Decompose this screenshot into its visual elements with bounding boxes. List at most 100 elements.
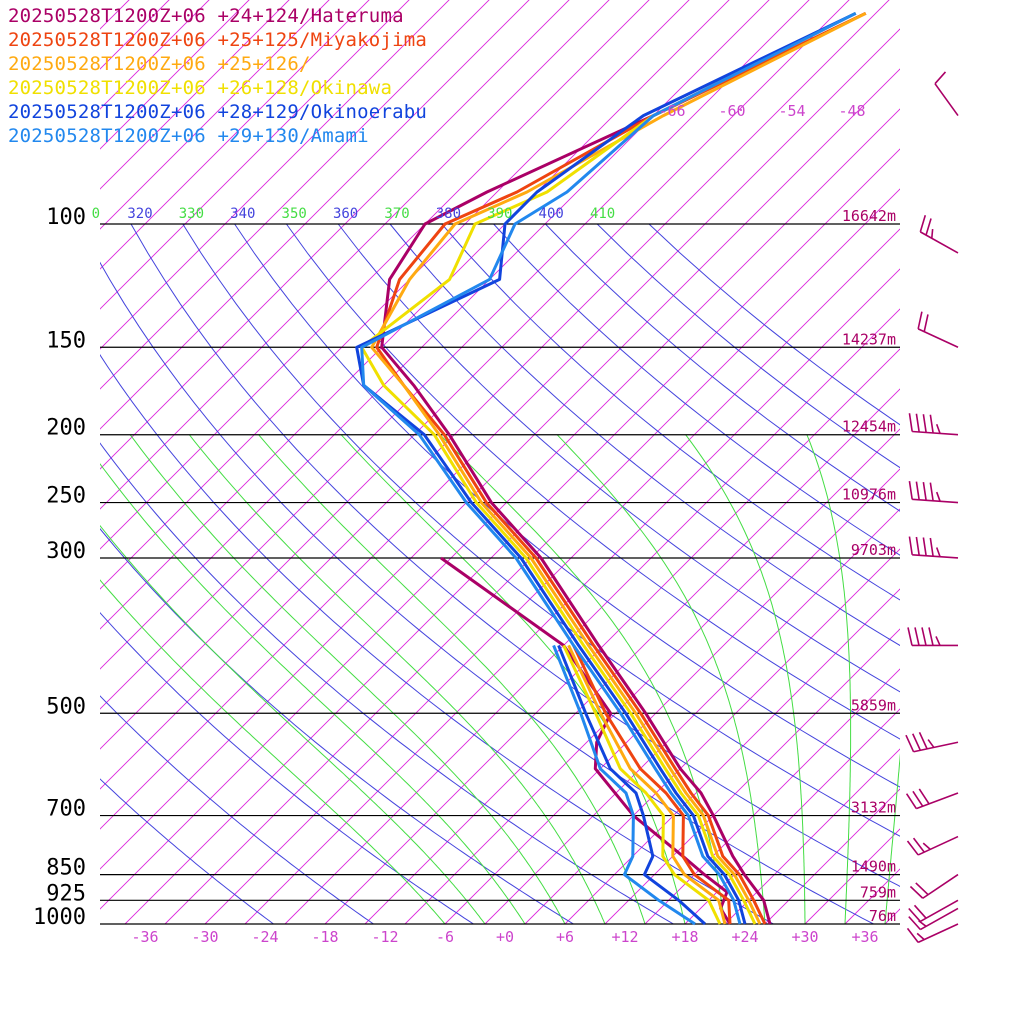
isotherm bbox=[684, 708, 900, 924]
moist-adiabat bbox=[556, 434, 766, 924]
height-label: 3132m bbox=[851, 799, 896, 817]
legend: 20250528T1200Z+06 +24+124/Hateruma 20250… bbox=[8, 4, 427, 148]
wind-barb-flag bbox=[922, 481, 927, 501]
dry-adiabat bbox=[545, 223, 900, 512]
dry-adiabat bbox=[100, 778, 274, 924]
wind-barb-flag bbox=[914, 627, 920, 646]
wind-barbs bbox=[905, 71, 959, 944]
isotherm bbox=[100, 0, 890, 790]
isotherm bbox=[764, 788, 900, 924]
theta-label: 400 bbox=[539, 206, 564, 222]
isotherm bbox=[804, 828, 900, 924]
wind-barb-flag bbox=[922, 414, 927, 433]
temperature-tick-label: +24 bbox=[731, 928, 758, 946]
temperature-tick-label: -36 bbox=[131, 928, 158, 946]
wind-barb-staff bbox=[919, 899, 959, 923]
height-label: 5859m bbox=[851, 696, 896, 714]
wind-barb-flag bbox=[917, 311, 923, 330]
wind-barb-flag bbox=[935, 547, 941, 558]
temperature-tick-label: -18 bbox=[311, 928, 338, 946]
temperature-tick-label: -30 bbox=[191, 928, 218, 946]
isotherm bbox=[724, 748, 900, 924]
isotherm bbox=[100, 28, 900, 830]
isotherm bbox=[100, 0, 810, 710]
wind-barb-staff bbox=[919, 231, 959, 254]
wind-barb-staff bbox=[917, 328, 959, 348]
pressure-label: 850 bbox=[46, 856, 86, 881]
wind-barb-flag bbox=[905, 793, 917, 810]
isotherm bbox=[124, 148, 900, 924]
dewpoint-profile bbox=[572, 644, 732, 925]
pressure-label: 200 bbox=[46, 416, 86, 441]
height-label: 16642m bbox=[842, 207, 896, 225]
temperature-profile bbox=[375, 11, 867, 925]
height-label: 9703m bbox=[851, 541, 896, 559]
pressure-label: 300 bbox=[46, 539, 86, 564]
isotherm bbox=[100, 0, 530, 430]
dewpoint-profile bbox=[567, 644, 727, 925]
temperature-tick-label: -12 bbox=[371, 928, 398, 946]
isotherm bbox=[100, 0, 650, 550]
legend-entry-hateruma: 20250528T1200Z+06 +24+124/Hateruma bbox=[8, 5, 404, 27]
wind-barb-flag bbox=[935, 636, 941, 646]
height-label: 1490m bbox=[851, 858, 896, 876]
temperature-tick-label: +6 bbox=[556, 928, 574, 946]
temperature-tick-label: +18 bbox=[671, 928, 698, 946]
isotherm bbox=[925, 0, 1024, 924]
wind-barb-flag bbox=[930, 229, 934, 239]
wind-barb-flag bbox=[918, 788, 930, 805]
isotherm bbox=[484, 508, 900, 924]
pressure-label: 700 bbox=[46, 797, 86, 822]
dry-adiabat bbox=[493, 223, 900, 556]
axis-labels: 100 16642m 150 14237m 200 12454m 250 10976m 300 9… bbox=[33, 102, 896, 946]
isotherm bbox=[244, 268, 900, 924]
wind-barb-flag bbox=[906, 927, 919, 943]
isotherm bbox=[100, 0, 330, 230]
dewpoint-profile bbox=[562, 644, 722, 925]
wind-barb-flag bbox=[929, 482, 934, 501]
temperature-tick-label: -6 bbox=[436, 928, 454, 946]
wind-barb-staff bbox=[913, 741, 959, 753]
wind-barb-flag bbox=[919, 215, 927, 233]
wind-barb-flag bbox=[909, 885, 924, 899]
wind-barb-flag bbox=[921, 627, 927, 646]
dry-adiabat bbox=[337, 223, 900, 693]
isotherm bbox=[524, 548, 900, 924]
isotherm bbox=[100, 0, 450, 350]
isotherm bbox=[884, 908, 900, 924]
temperature-profile bbox=[360, 11, 857, 925]
wind-barb-flag bbox=[908, 916, 921, 931]
wind-barb-staff bbox=[916, 792, 959, 810]
moist-adiabat bbox=[188, 434, 606, 924]
wind-barb-flag bbox=[925, 218, 932, 236]
temperature-tick-label: -24 bbox=[251, 928, 278, 946]
wind-barb-flag bbox=[934, 71, 947, 85]
theta-label: 340 bbox=[230, 206, 255, 222]
temperature-profile bbox=[355, 11, 857, 925]
height-label: 14237m bbox=[842, 330, 896, 348]
upper-isotherm-label: -48 bbox=[838, 102, 865, 120]
moist-adiabat bbox=[129, 434, 566, 924]
dewpoint-profile bbox=[552, 644, 696, 926]
isotherm bbox=[100, 0, 570, 470]
isotherm bbox=[100, 0, 770, 670]
isotherm bbox=[164, 188, 900, 924]
wind-barb-flag bbox=[907, 627, 913, 646]
wind-barb-staff bbox=[919, 907, 959, 931]
wind-barb-flag bbox=[918, 731, 928, 750]
dry-adiabat bbox=[234, 223, 900, 788]
height-label: 10976m bbox=[842, 486, 896, 504]
legend-entry-station-126: 20250528T1200Z+06 +25+126/ bbox=[8, 53, 311, 75]
pressure-label: 250 bbox=[46, 484, 86, 509]
temperature-tick-label: +30 bbox=[791, 928, 818, 946]
wind-barb-flag bbox=[922, 842, 931, 850]
wind-barb-flag bbox=[935, 491, 941, 502]
isotherm bbox=[100, 68, 900, 870]
temperature-tick-label: +12 bbox=[611, 928, 638, 946]
upper-isotherm-label: -60 bbox=[718, 102, 745, 120]
dewpoint-profile bbox=[557, 644, 707, 926]
isotherm bbox=[100, 0, 490, 390]
isotherm bbox=[0, 0, 5, 924]
wind-barb-flag bbox=[929, 414, 934, 434]
isotherm bbox=[100, 0, 210, 110]
